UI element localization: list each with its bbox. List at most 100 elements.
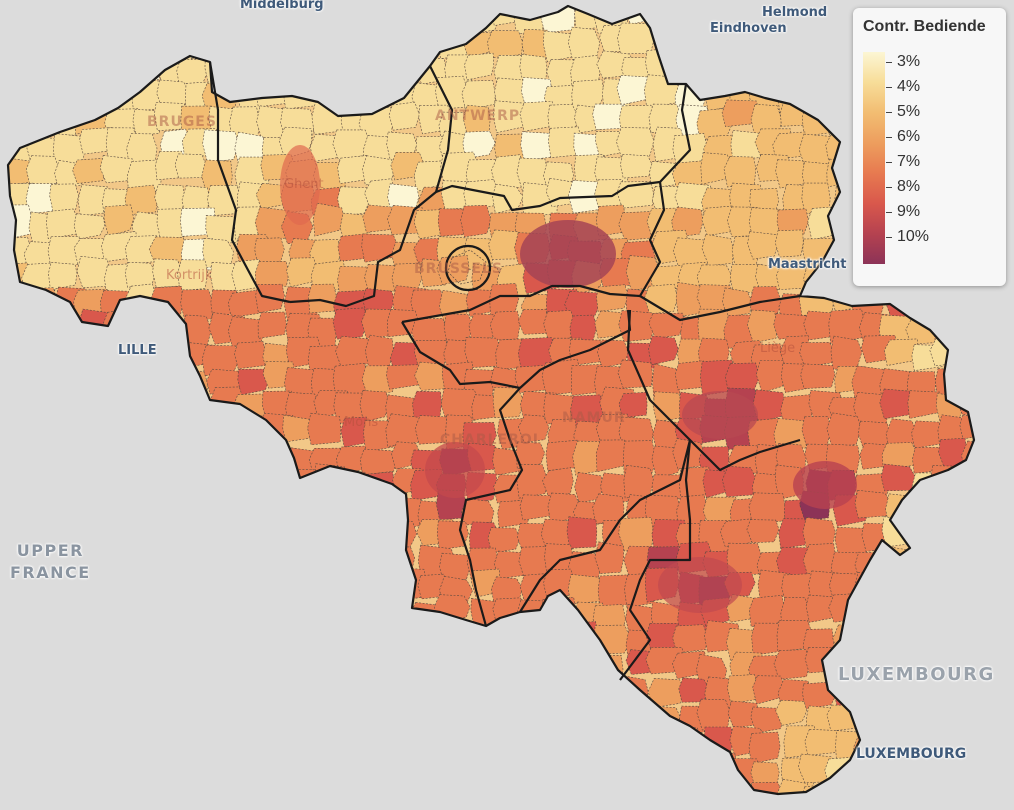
municipality-cell[interactable] (961, 497, 996, 529)
municipality-cell[interactable] (494, 77, 527, 109)
municipality-cell[interactable] (208, 706, 241, 736)
municipality-cell[interactable] (492, 386, 525, 419)
municipality-cell[interactable] (696, 264, 733, 291)
municipality-cell[interactable] (804, 728, 842, 756)
municipality-cell[interactable] (1, 23, 31, 58)
municipality-cell[interactable] (569, 621, 600, 654)
municipality-cell[interactable] (314, 622, 353, 650)
municipality-cell[interactable] (570, 804, 600, 810)
municipality-cell[interactable] (148, 438, 185, 475)
municipality-cell[interactable] (332, 307, 368, 340)
municipality-cell[interactable] (175, 573, 210, 601)
municipality-cell[interactable] (18, 782, 50, 810)
municipality-cell[interactable] (388, 101, 420, 131)
municipality-cell[interactable] (492, 100, 525, 134)
municipality-cell[interactable] (315, 601, 352, 632)
municipality-cell[interactable] (229, 448, 268, 476)
municipality-cell[interactable] (254, 260, 290, 289)
municipality-cell[interactable] (414, 415, 448, 445)
municipality-cell[interactable] (963, 574, 992, 607)
municipality-cell[interactable] (104, 628, 135, 659)
municipality-cell[interactable] (569, 314, 598, 346)
municipality-cell[interactable] (495, 758, 527, 791)
municipality-cell[interactable] (417, 677, 448, 711)
municipality-cell[interactable] (434, 753, 472, 788)
municipality-cell[interactable] (307, 647, 341, 680)
municipality-cell[interactable] (571, 704, 606, 741)
municipality-cell[interactable] (697, 805, 730, 810)
municipality-cell[interactable] (174, 153, 207, 179)
municipality-cell[interactable] (547, 630, 580, 661)
municipality-cell[interactable] (28, 363, 60, 401)
municipality-cell[interactable] (122, 418, 157, 454)
municipality-cell[interactable] (0, 593, 30, 626)
municipality-cell[interactable] (1, 316, 36, 344)
municipality-cell[interactable] (262, 681, 300, 711)
municipality-cell[interactable] (570, 779, 601, 809)
municipality-cell[interactable] (625, 0, 659, 25)
municipality-cell[interactable] (497, 726, 533, 762)
municipality-cell[interactable] (79, 1, 112, 33)
municipality-cell[interactable] (72, 624, 110, 656)
municipality-cell[interactable] (410, 732, 446, 758)
municipality-cell[interactable] (229, 778, 266, 806)
municipality-cell[interactable] (151, 467, 190, 500)
municipality-cell[interactable] (201, 344, 241, 377)
municipality-cell[interactable] (202, 129, 239, 163)
municipality-cell[interactable] (547, 492, 581, 524)
municipality-cell[interactable] (384, 728, 419, 757)
municipality-cell[interactable] (800, 363, 836, 389)
municipality-cell[interactable] (988, 783, 1014, 809)
municipality-cell[interactable] (619, 730, 657, 765)
municipality-cell[interactable] (748, 207, 784, 241)
municipality-cell[interactable] (127, 392, 162, 420)
municipality-cell[interactable] (206, 652, 238, 682)
municipality-cell[interactable] (363, 491, 398, 520)
municipality-cell[interactable] (105, 594, 145, 628)
municipality-cell[interactable] (964, 599, 995, 631)
municipality-cell[interactable] (306, 548, 340, 580)
municipality-cell[interactable] (778, 518, 811, 549)
municipality-cell[interactable] (47, 362, 84, 392)
municipality-cell[interactable] (126, 446, 160, 476)
municipality-cell[interactable] (186, 438, 217, 468)
municipality-cell[interactable] (907, 390, 943, 419)
municipality-cell[interactable] (363, 698, 394, 734)
municipality-cell[interactable] (124, 628, 163, 661)
municipality-cell[interactable] (233, 574, 271, 605)
municipality-cell[interactable] (906, 627, 941, 662)
municipality-cell[interactable] (696, 698, 731, 731)
municipality-cell[interactable] (20, 701, 55, 728)
municipality-cell[interactable] (228, 648, 266, 684)
municipality-cell[interactable] (175, 415, 207, 450)
municipality-cell[interactable] (932, 524, 965, 560)
municipality-cell[interactable] (543, 310, 576, 343)
municipality-cell[interactable] (464, 52, 495, 81)
municipality-cell[interactable] (209, 678, 243, 714)
municipality-cell[interactable] (642, 752, 675, 787)
municipality-cell[interactable] (463, 104, 491, 137)
municipality-cell[interactable] (802, 543, 837, 580)
municipality-cell[interactable] (910, 805, 944, 810)
municipality-cell[interactable] (154, 184, 186, 213)
municipality-cell[interactable] (73, 340, 109, 372)
municipality-cell[interactable] (97, 53, 131, 85)
municipality-cell[interactable] (418, 782, 451, 810)
municipality-cell[interactable] (176, 467, 209, 497)
municipality-cell[interactable] (308, 56, 341, 86)
municipality-cell[interactable] (775, 159, 807, 189)
municipality-cell[interactable] (231, 549, 265, 577)
municipality-cell[interactable] (0, 732, 33, 764)
municipality-cell[interactable] (913, 698, 946, 731)
municipality-cell[interactable] (805, 805, 841, 810)
municipality-cell[interactable] (413, 160, 443, 193)
municipality-cell[interactable] (131, 728, 161, 759)
municipality-cell[interactable] (364, 334, 394, 368)
municipality-cell[interactable] (4, 470, 39, 504)
municipality-cell[interactable] (334, 599, 366, 631)
municipality-cell[interactable] (178, 779, 210, 810)
municipality-cell[interactable] (804, 82, 838, 114)
municipality-cell[interactable] (722, 784, 752, 810)
municipality-cell[interactable] (512, 724, 545, 754)
municipality-cell[interactable] (783, 50, 816, 83)
